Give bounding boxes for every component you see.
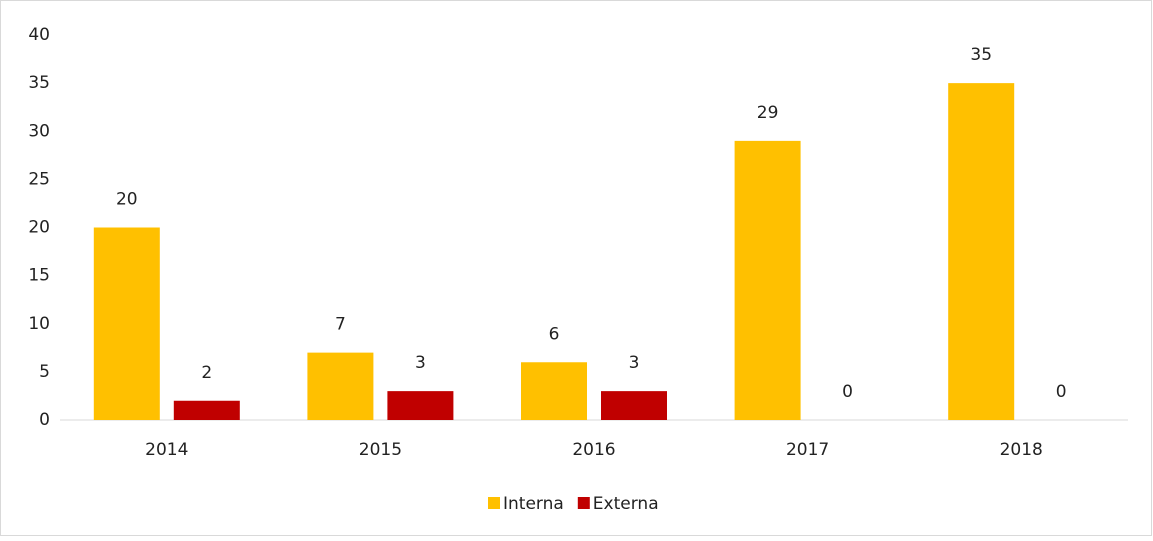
y-tick-label: 0 xyxy=(39,410,50,430)
legend-label: Interna xyxy=(503,494,564,514)
y-tick-label: 20 xyxy=(28,218,50,238)
data-label: 29 xyxy=(757,103,779,123)
x-tick-label: 2016 xyxy=(572,440,615,460)
legend-swatch xyxy=(488,497,500,509)
y-tick-label: 5 xyxy=(39,362,50,382)
legend-label: Externa xyxy=(593,494,659,514)
data-label: 7 xyxy=(335,315,346,335)
data-label: 2 xyxy=(201,363,212,383)
data-label: 3 xyxy=(415,353,426,373)
data-label: 0 xyxy=(842,382,853,402)
y-tick-label: 40 xyxy=(28,25,50,45)
bar xyxy=(387,391,454,420)
legend-swatch xyxy=(577,497,590,509)
y-tick-label: 30 xyxy=(28,121,50,141)
y-tick-label: 15 xyxy=(28,266,50,286)
y-tick-label: 25 xyxy=(28,169,50,189)
data-label: 6 xyxy=(549,324,560,344)
bar xyxy=(93,227,160,420)
data-label: 20 xyxy=(116,190,138,210)
data-label: 3 xyxy=(629,353,640,373)
x-tick-label: 2018 xyxy=(1000,440,1043,460)
data-label: 35 xyxy=(970,45,992,65)
x-tick-label: 2017 xyxy=(786,440,829,460)
y-tick-label: 35 xyxy=(28,73,50,93)
bar xyxy=(173,400,240,420)
x-tick-label: 2014 xyxy=(145,440,188,460)
data-label: 0 xyxy=(1056,382,1067,402)
x-tick-label: 2015 xyxy=(359,440,402,460)
bar xyxy=(521,362,587,420)
bar xyxy=(948,83,1015,420)
bar xyxy=(601,391,667,420)
bar xyxy=(734,140,801,420)
bar xyxy=(307,352,374,420)
y-tick-label: 10 xyxy=(28,314,50,334)
